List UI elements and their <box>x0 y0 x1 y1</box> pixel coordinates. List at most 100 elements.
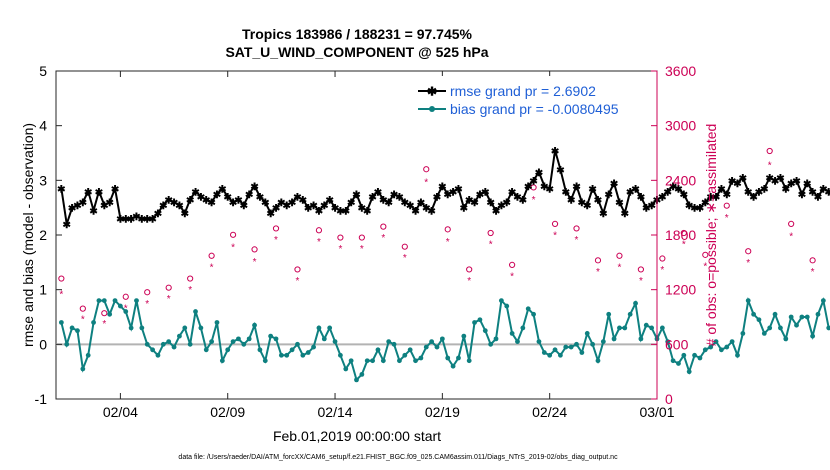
rmse-point: ✱ <box>808 187 817 198</box>
rmse-point: ✱ <box>309 201 318 212</box>
obs-assimilated-point: * <box>703 261 707 272</box>
obs-possible-point <box>466 266 473 273</box>
x-tick-label: 02/14 <box>318 404 353 420</box>
y2-tick-label: 1800 <box>665 227 696 243</box>
rmse-point: ✱ <box>658 193 667 204</box>
rmse-point: ✱ <box>95 187 104 198</box>
bias-point <box>761 331 767 336</box>
obs-assimilated-point: * <box>274 235 278 246</box>
obs-possible-point <box>702 251 709 258</box>
obs-assimilated-point: * <box>532 195 536 206</box>
bias-point <box>262 358 268 364</box>
bias-point <box>64 341 70 347</box>
bias-point <box>622 325 628 331</box>
obs-assimilated-point: * <box>81 314 85 325</box>
bias-point <box>461 333 467 339</box>
x-tick-label: 02/24 <box>532 404 567 420</box>
rmse-point: ✱ <box>803 179 812 190</box>
rmse-point: ✱ <box>170 198 179 209</box>
rmse-point: ✱ <box>814 193 823 204</box>
bias-point <box>643 322 649 328</box>
bias-point <box>370 358 375 364</box>
rmse-point: ✱ <box>733 179 742 190</box>
rmse-point: ✱ <box>73 201 82 212</box>
bias-point <box>676 361 681 366</box>
obs-assimilated-point: * <box>296 276 300 287</box>
bias-point <box>289 347 295 353</box>
bias-point <box>128 325 134 331</box>
rmse-point: ✱ <box>476 190 485 201</box>
bias-point <box>75 328 80 334</box>
rmse-point: ✱ <box>342 206 351 217</box>
bias-point <box>305 350 311 355</box>
x-tick-label: 02/19 <box>425 404 460 420</box>
bias-point <box>380 358 386 364</box>
rmse-point: ✱ <box>583 201 592 212</box>
bias-point <box>804 314 810 320</box>
bias-point <box>692 352 697 358</box>
obs-possible-point <box>122 293 129 300</box>
rmse-point: ✱ <box>776 174 785 185</box>
obs-assimilated-point: * <box>553 230 557 241</box>
obs-assimilated-point: * <box>167 294 171 305</box>
rmse-point: ✱ <box>508 187 517 198</box>
rmse-point: ✱ <box>411 206 420 217</box>
rmse-point: ✱ <box>266 209 275 220</box>
bias-point <box>225 347 231 353</box>
legend-bias-marker <box>429 106 435 112</box>
bias-point <box>166 339 172 344</box>
bias-point <box>80 366 86 372</box>
obs-possible-point <box>251 246 258 253</box>
bias-point <box>96 298 102 303</box>
x-axis-label: Feb.01,2019 00:00:00 start <box>273 428 441 444</box>
rmse-point: ✱ <box>690 204 699 215</box>
bias-point <box>198 325 204 331</box>
rmse-point: ✱ <box>385 198 394 209</box>
bias-point <box>203 347 209 353</box>
bias-point <box>638 336 644 342</box>
obs-possible-point <box>101 310 108 317</box>
bias-point <box>504 303 510 309</box>
rmse-point: ✱ <box>138 215 147 226</box>
rmse-point: ✱ <box>438 182 447 193</box>
rmse-point: ✱ <box>669 182 678 193</box>
y2-tick-label: 1200 <box>665 282 696 298</box>
rmse-point: ✱ <box>470 198 479 209</box>
rmse-point: ✱ <box>739 174 748 185</box>
bias-point <box>268 333 274 339</box>
footnote: data file: /Users/raeder/DAI/ATM_forcXX/… <box>178 454 618 461</box>
obs-possible-point <box>358 234 365 241</box>
bias-point <box>58 320 64 325</box>
bias-point <box>735 352 740 358</box>
rmse-point: ✱ <box>191 187 200 198</box>
rmse-point: ✱ <box>293 193 302 204</box>
rmse-point: ✱ <box>186 195 195 206</box>
rmse-point: ✱ <box>535 168 544 179</box>
y2-tick-label: 3000 <box>665 118 696 134</box>
bias-point <box>284 352 290 358</box>
rmse-point: ✱ <box>299 195 308 206</box>
y2-tick-label: 2400 <box>665 172 696 188</box>
obs-possible-point <box>165 284 172 291</box>
rmse-point: ✱ <box>706 193 715 204</box>
rmse-point: ✱ <box>556 165 565 176</box>
rmse-point: ✱ <box>749 193 758 204</box>
obs-assimilated-point: * <box>145 299 149 310</box>
rmse-point: ✱ <box>594 195 603 206</box>
bias-point <box>633 300 638 306</box>
bias-point <box>338 352 343 358</box>
bias-point <box>418 355 424 361</box>
y-axis-label: rmse and bias (model - observation) <box>20 123 36 347</box>
bias-point <box>472 320 477 325</box>
rmse-point: ✱ <box>519 195 528 206</box>
bias-point <box>456 355 461 361</box>
obs-assimilated-point: * <box>510 271 514 282</box>
bias-point <box>144 341 150 347</box>
obs-assimilated-point: * <box>575 235 579 246</box>
rmse-point: ✱ <box>148 215 157 226</box>
bias-point <box>85 352 91 358</box>
rmse-point: ✱ <box>245 190 254 201</box>
rmse-point: ✱ <box>545 185 554 196</box>
rmse-point: ✱ <box>599 209 608 220</box>
